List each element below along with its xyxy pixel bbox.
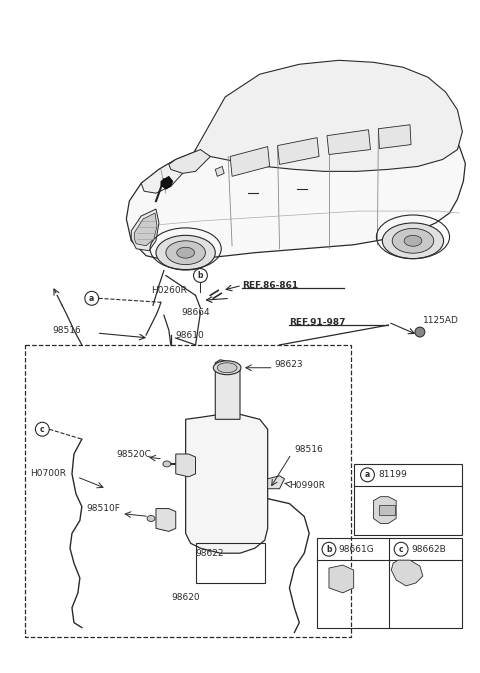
Polygon shape	[134, 213, 157, 246]
Polygon shape	[329, 565, 354, 593]
Text: 98623: 98623	[275, 360, 303, 369]
Text: H0990R: H0990R	[289, 481, 325, 490]
Polygon shape	[126, 114, 466, 258]
Text: 1125AD: 1125AD	[423, 316, 459, 324]
Ellipse shape	[392, 228, 434, 253]
Polygon shape	[268, 476, 285, 489]
Polygon shape	[186, 415, 268, 553]
Text: 81199: 81199	[378, 470, 407, 479]
Polygon shape	[156, 509, 176, 532]
Text: b: b	[198, 271, 203, 280]
Text: 98516: 98516	[52, 326, 81, 334]
Text: b: b	[326, 544, 332, 554]
Text: 98520C: 98520C	[117, 450, 151, 458]
Polygon shape	[131, 209, 159, 251]
Ellipse shape	[383, 223, 444, 258]
Ellipse shape	[166, 241, 205, 264]
Text: a: a	[365, 470, 370, 479]
Polygon shape	[169, 149, 210, 174]
Ellipse shape	[177, 247, 194, 258]
Text: REF.86-861: REF.86-861	[242, 281, 298, 290]
Text: 98620: 98620	[171, 594, 200, 602]
Ellipse shape	[163, 461, 171, 467]
Ellipse shape	[404, 236, 422, 246]
Polygon shape	[373, 497, 396, 524]
Ellipse shape	[156, 236, 216, 270]
Polygon shape	[216, 166, 224, 176]
Text: 98516: 98516	[294, 445, 323, 454]
Polygon shape	[327, 130, 371, 155]
Text: c: c	[40, 425, 45, 433]
Ellipse shape	[217, 363, 237, 373]
Polygon shape	[195, 61, 462, 172]
Polygon shape	[141, 160, 183, 193]
Text: 98664: 98664	[181, 308, 210, 317]
Ellipse shape	[213, 361, 241, 375]
Text: REF.91-987: REF.91-987	[289, 318, 346, 326]
Text: H0700R: H0700R	[30, 469, 66, 479]
Text: 98622: 98622	[195, 548, 224, 558]
Text: 98662B: 98662B	[411, 544, 446, 554]
Text: 98661G: 98661G	[339, 544, 374, 554]
Polygon shape	[277, 138, 319, 164]
Text: 98610: 98610	[176, 330, 204, 339]
Polygon shape	[230, 147, 270, 176]
Ellipse shape	[147, 516, 155, 522]
Polygon shape	[176, 454, 195, 477]
Polygon shape	[216, 360, 240, 419]
Text: 98510F: 98510F	[87, 504, 120, 513]
Polygon shape	[391, 560, 423, 586]
Ellipse shape	[415, 327, 425, 337]
FancyBboxPatch shape	[379, 505, 395, 515]
Polygon shape	[161, 176, 173, 189]
Polygon shape	[378, 125, 411, 149]
Text: c: c	[399, 544, 403, 554]
Text: H0260R: H0260R	[151, 286, 187, 295]
Text: a: a	[89, 294, 95, 303]
